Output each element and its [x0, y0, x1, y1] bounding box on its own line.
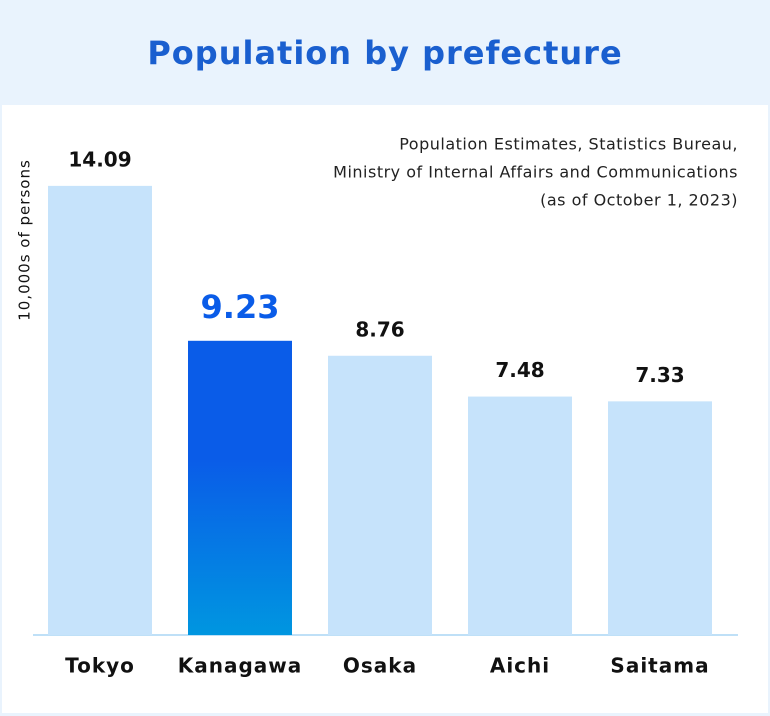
source-note: (as of October 1, 2023) — [540, 191, 738, 210]
x-tick-label: Kanagawa — [178, 654, 303, 678]
source-note: Ministry of Internal Affairs and Communi… — [333, 163, 738, 182]
chart-title: Population by prefecture — [147, 34, 622, 72]
value-label: 14.09 — [68, 147, 131, 171]
x-tick-label: Tokyo — [65, 654, 135, 678]
bar — [328, 355, 432, 635]
value-label: 8.76 — [355, 317, 404, 341]
value-label: 9.23 — [201, 288, 280, 326]
bar — [608, 401, 712, 635]
x-tick-label: Aichi — [490, 654, 550, 678]
value-label: 7.33 — [635, 363, 684, 387]
x-tick-label: Saitama — [610, 654, 709, 678]
y-axis-label: 10,000s of persons — [16, 159, 34, 321]
bar — [188, 340, 292, 635]
value-label: 7.48 — [495, 358, 544, 382]
x-tick-label: Osaka — [343, 654, 417, 678]
header-band — [0, 0, 770, 105]
bar — [48, 185, 152, 635]
source-note: Population Estimates, Statistics Bureau, — [399, 135, 738, 154]
bar — [468, 396, 572, 635]
